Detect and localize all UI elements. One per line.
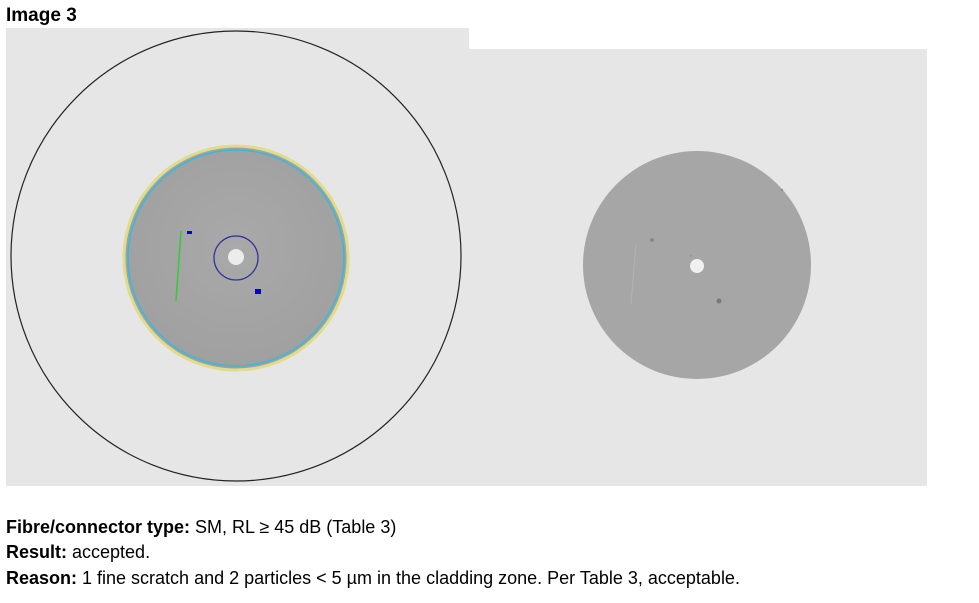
fibre-type-line: Fibre/connector type: SM, RL ≥ 45 dB (Ta… xyxy=(6,515,396,539)
reason-label: Reason: xyxy=(6,568,78,588)
outer-zone-ring xyxy=(10,30,462,482)
reason-line: Reason: 1 fine scratch and 2 particles <… xyxy=(6,566,740,590)
fibre-core xyxy=(690,259,704,273)
annotated-endface-svg xyxy=(6,28,469,486)
result-label: Result: xyxy=(6,542,68,562)
fibre-type-label: Fibre/connector type: xyxy=(6,517,191,537)
cladding-zone-ring xyxy=(127,149,345,367)
particle-marker xyxy=(187,231,192,234)
raw-endface-image xyxy=(469,49,927,486)
particle-marker xyxy=(255,289,261,294)
result-line: Result: accepted. xyxy=(6,540,150,564)
raw-endface-svg xyxy=(469,49,927,486)
contact-zone-ring xyxy=(122,144,350,372)
particle-dot xyxy=(716,298,722,304)
scratch-marker xyxy=(175,230,182,302)
image-heading: Image 3 xyxy=(6,5,77,26)
core-zone-ring xyxy=(213,235,259,281)
particle-dot xyxy=(689,254,693,258)
fibre-type-value: SM, RL ≥ 45 dB (Table 3) xyxy=(190,517,397,537)
fibre-core xyxy=(228,249,244,265)
faint-scratch xyxy=(630,243,637,305)
result-value: accepted. xyxy=(67,542,151,562)
reason-value: 1 fine scratch and 2 particles < 5 µm in… xyxy=(77,568,740,588)
particle-dot xyxy=(650,238,654,242)
annotated-endface-image xyxy=(6,28,469,486)
particle-dot xyxy=(780,188,784,192)
